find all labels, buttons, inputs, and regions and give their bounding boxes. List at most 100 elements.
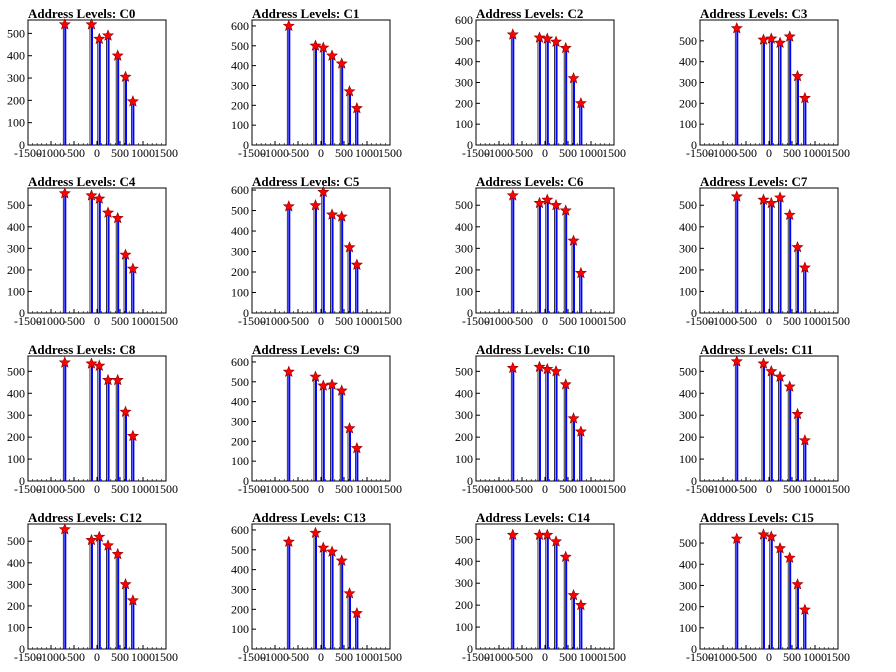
x-tick-label: -1500 bbox=[686, 482, 714, 496]
peak-marker bbox=[111, 211, 124, 224]
histogram-bar bbox=[322, 547, 325, 649]
histogram-bar bbox=[538, 37, 541, 146]
peak-marker bbox=[309, 370, 322, 382]
y-tick-label: 100 bbox=[7, 284, 25, 298]
histogram-bar bbox=[770, 371, 773, 481]
histogram-bar bbox=[565, 210, 568, 313]
histogram-bar bbox=[555, 41, 558, 145]
histogram-bar bbox=[356, 108, 359, 145]
chart-panel-c7: Address Levels: C7 0 100 200 300 400 500 -1500-… bbox=[672, 168, 896, 336]
histogram-bar bbox=[331, 384, 334, 481]
plot-frame bbox=[251, 19, 391, 146]
peak-marker bbox=[791, 407, 804, 420]
peak-marker bbox=[506, 28, 519, 40]
histogram-bar bbox=[736, 538, 739, 649]
peak-marker bbox=[567, 412, 580, 424]
peak-marker bbox=[791, 69, 804, 82]
x-tick-label: -1500 bbox=[686, 146, 714, 160]
histogram-bar bbox=[90, 540, 93, 649]
peak-marker bbox=[550, 35, 563, 47]
x-tick-label: 1000 bbox=[579, 650, 603, 664]
y-tick-label: 400 bbox=[679, 220, 697, 234]
chart-title: Address Levels: C4 bbox=[28, 174, 136, 189]
peak-marker bbox=[102, 206, 115, 218]
x-tick-label: -1000 bbox=[485, 650, 513, 664]
x-tick-label: 1000 bbox=[131, 314, 155, 328]
y-tick-label: 0 bbox=[691, 306, 697, 320]
x-tick-label: -1000 bbox=[709, 314, 737, 328]
histogram-bar bbox=[132, 600, 135, 649]
y-tick-label: 100 bbox=[455, 452, 473, 466]
histogram-bar bbox=[117, 554, 120, 649]
peak-marker bbox=[559, 204, 572, 216]
peak-marker bbox=[774, 542, 787, 554]
histogram-bar bbox=[98, 365, 101, 481]
histogram-bar bbox=[555, 371, 558, 481]
chart-panel-c14: Address Levels: C14 0 100 200 300 400 500 -1500… bbox=[448, 504, 672, 672]
peak-marker bbox=[533, 360, 546, 373]
peak-marker bbox=[326, 49, 339, 61]
x-tick-label: 1000 bbox=[803, 650, 827, 664]
x-tick-label: 1500 bbox=[378, 650, 402, 664]
peak-marker bbox=[102, 539, 115, 551]
peak-marker bbox=[119, 248, 132, 260]
x-tick-label: -1000 bbox=[709, 650, 737, 664]
y-tick-label: 200 bbox=[679, 263, 697, 277]
x-tick-label: -1500 bbox=[238, 482, 266, 496]
x-tick-label: 1500 bbox=[602, 650, 626, 664]
peak-marker bbox=[85, 189, 98, 201]
y-tick-label: 0 bbox=[243, 642, 249, 656]
x-tick-label: -1500 bbox=[14, 146, 42, 160]
y-tick-label: 200 bbox=[679, 430, 697, 444]
histogram-bar bbox=[132, 101, 135, 145]
histogram-bar bbox=[538, 534, 541, 649]
x-tick-label: 0 bbox=[542, 314, 548, 328]
x-tick-label: -1000 bbox=[485, 146, 513, 160]
y-tick-label: 400 bbox=[679, 55, 697, 69]
chart-panel-c8: Address Levels: C8 0 100 200 300 400 500 -1500-… bbox=[0, 336, 224, 504]
histogram-bar bbox=[107, 35, 110, 145]
y-tick-label: 100 bbox=[7, 452, 25, 466]
histogram-bar bbox=[90, 195, 93, 313]
histogram-bar bbox=[762, 363, 765, 481]
y-tick-label: 500 bbox=[455, 532, 473, 546]
peak-marker bbox=[574, 266, 587, 279]
chart-title: Address Levels: C1 bbox=[252, 6, 360, 21]
chart-title: Address Levels: C12 bbox=[28, 510, 142, 525]
peak-marker bbox=[574, 97, 587, 109]
x-tick-label: 1500 bbox=[826, 482, 850, 496]
chart-panel-c2: Address Levels: C2 0 100 200 300 400 500 600 -15… bbox=[448, 0, 672, 168]
plot-frame bbox=[475, 187, 615, 314]
x-tick-label: 0 bbox=[766, 314, 772, 328]
y-tick-label: 400 bbox=[455, 55, 473, 69]
x-tick-label: 1000 bbox=[355, 314, 379, 328]
x-tick-label: -500 bbox=[511, 650, 533, 664]
x-tick-label: 500 bbox=[335, 482, 353, 496]
plot-frame bbox=[27, 355, 167, 482]
peak-marker bbox=[102, 29, 115, 41]
chart-title: Address Levels: C3 bbox=[700, 6, 808, 21]
x-tick-label: -500 bbox=[511, 482, 533, 496]
peak-marker bbox=[317, 379, 330, 391]
histogram-bar bbox=[512, 368, 515, 481]
y-tick-label: 0 bbox=[467, 642, 473, 656]
x-tick-label: 1500 bbox=[602, 482, 626, 496]
histogram-bar bbox=[804, 440, 807, 481]
y-tick-label: 500 bbox=[231, 39, 249, 53]
peak-marker bbox=[774, 191, 787, 203]
x-tick-label: 0 bbox=[766, 650, 772, 664]
x-tick-label: -500 bbox=[63, 650, 85, 664]
histogram-bar bbox=[565, 48, 568, 145]
x-tick-label: -1500 bbox=[686, 314, 714, 328]
y-tick-label: 200 bbox=[679, 96, 697, 110]
y-tick-label: 600 bbox=[231, 523, 249, 537]
chart-title: Address Levels: C13 bbox=[252, 510, 366, 525]
peak-marker bbox=[126, 429, 139, 442]
histogram-bar bbox=[322, 47, 325, 145]
histogram-bar bbox=[736, 361, 739, 481]
x-tick-label: 500 bbox=[111, 482, 129, 496]
histogram-bar bbox=[288, 206, 291, 313]
